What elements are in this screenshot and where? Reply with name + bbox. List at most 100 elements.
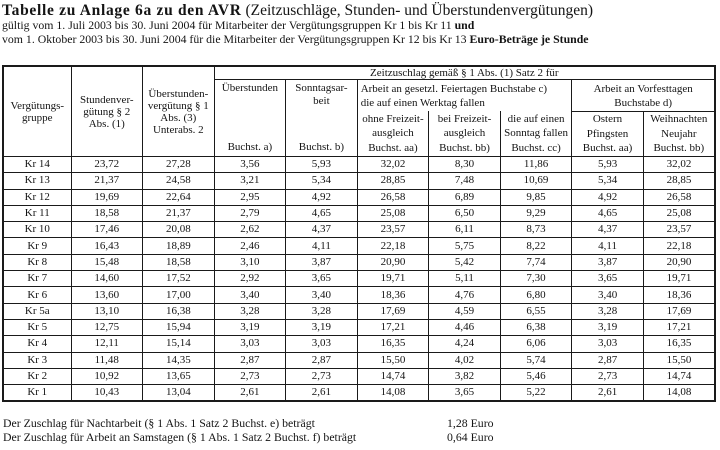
validity-line-1: gültig vom 1. Juli 2003 bis 30. Juni 200…: [2, 18, 720, 33]
value-cell: 2,61: [571, 384, 644, 402]
value-cell: 2,87: [213, 351, 287, 369]
value-cell: 3,19: [213, 318, 287, 337]
value-cell: 21,37: [142, 204, 215, 223]
header-feiertage-sonntag: die auf einen Sonntag fallen Buchst. cc): [499, 111, 571, 156]
value-cell: 4,92: [285, 188, 358, 206]
value-cell: 15,14: [142, 335, 215, 353]
value-cell: 17,00: [142, 286, 215, 304]
value-cell: 11,86: [499, 155, 573, 174]
rates-table-body: Kr 14 23,72 27,28 3,56 5,93 32,02 8,30 11,86 5,9…: [2, 155, 716, 402]
value-cell: 3,03: [571, 335, 644, 353]
value-cell: 4,11: [285, 237, 358, 255]
value-cell: 12,11: [70, 335, 144, 353]
value-cell: 14,08: [642, 384, 716, 402]
value-cell: 4,11: [571, 237, 644, 255]
group-cell: Kr 5: [2, 318, 72, 337]
value-cell: 7,74: [499, 253, 573, 272]
group-cell: Kr 12: [2, 188, 72, 206]
value-cell: 16,38: [142, 302, 215, 320]
validity-line-2: vom 1. Oktober 2003 bis 30. Juni 2004 fü…: [2, 31, 720, 47]
value-cell: 6,80: [499, 286, 573, 304]
table-row: Kr 5a 13,10 16,38 3,28 3,28 17,69 4,59 6,55 3,28…: [2, 302, 716, 320]
value-cell: 28,85: [642, 172, 716, 190]
value-cell: 18,36: [642, 286, 716, 304]
value-cell: 5,46: [499, 367, 573, 386]
value-cell: 18,58: [70, 204, 144, 223]
validity-line-2-text: vom 1. Oktober 2003 bis 30. Juni 2004 fü…: [2, 31, 470, 46]
value-cell: 15,50: [642, 351, 716, 369]
header-feiertage-bei-freizeitausgleich: bei Freizeit- ausgleich Buchst. bb): [428, 111, 500, 156]
group-cell: Kr 13: [2, 172, 72, 190]
value-cell: 22,64: [142, 188, 215, 206]
value-cell: 2,87: [285, 351, 358, 369]
value-cell: 15,94: [142, 318, 215, 337]
value-cell: 4,02: [428, 351, 501, 369]
value-cell: 10,69: [499, 172, 573, 190]
value-cell: 15,50: [356, 351, 430, 369]
value-cell: 3,19: [285, 318, 358, 337]
value-cell: 12,75: [70, 318, 144, 337]
value-cell: 2,73: [285, 367, 358, 386]
value-cell: 5,75: [428, 237, 501, 255]
header-vorfesttage-ostern-pfingsten: Ostern Pfingsten Buchst. aa): [582, 113, 633, 155]
value-cell: 4,65: [571, 204, 644, 223]
value-cell: 6,38: [499, 318, 573, 337]
value-cell: 5,34: [571, 172, 644, 190]
value-cell: 15,48: [70, 253, 144, 272]
value-cell: 20,08: [142, 221, 215, 239]
value-cell: 16,43: [70, 237, 144, 255]
table-row: Kr 6 13,60 17,00 3,40 3,40 18,36 4,76 6,80 3,40 1…: [2, 286, 716, 304]
group-cell: Kr 10: [2, 221, 72, 239]
validity-line-1-text: gültig vom 1. Juli 2003 bis 30. Juni 200…: [2, 18, 455, 32]
group-cell: Kr 7: [2, 270, 72, 288]
value-cell: 19,69: [70, 188, 144, 206]
page-title-regular: (Zeitzuschläge, Stunden- und Überstunden…: [241, 2, 593, 19]
value-cell: 5,11: [428, 270, 501, 288]
value-cell: 3,28: [285, 302, 358, 320]
header-vorfesttage-weihnachten-neujahr: Weihnachten Neujahr Buchst. bb): [642, 112, 714, 156]
value-cell: 32,02: [356, 155, 430, 174]
value-cell: 3,28: [213, 302, 287, 320]
value-cell: 4,76: [428, 286, 501, 304]
value-cell: 14,35: [142, 351, 215, 369]
group-cell: Kr 3: [2, 351, 72, 369]
footer-notes: Der Zuschlag für Nachtarbeit (§ 1 Abs. 1…: [3, 416, 720, 445]
group-cell: Kr 9: [2, 237, 72, 255]
header-vorfesttage-label: Arbeit an Vorfesttagen Buchstabe d): [593, 82, 693, 109]
group-cell: Kr 4: [2, 335, 72, 353]
header-sonntagsarbeit: Sonntagsar- beit Buchst. b): [285, 79, 358, 157]
rates-table: Vergütungs- gruppe Stundenver- gütung § …: [2, 65, 716, 402]
value-cell: 11,48: [70, 351, 144, 369]
value-cell: 17,52: [142, 270, 215, 288]
value-cell: 2,73: [213, 367, 287, 386]
value-cell: 2,79: [213, 204, 287, 223]
header-ueberstunden: Überstunden Buchst. a): [213, 79, 287, 157]
value-cell: 19,71: [642, 270, 716, 288]
group-cell: Kr 6: [2, 286, 72, 304]
value-cell: 2,61: [285, 384, 358, 402]
header-feiertage-label: Arbeit an gesetzl. Feiertagen Buchstabe …: [360, 82, 547, 109]
footer-note-samstag-label: Der Zuschlag für Arbeit an Samstagen (§ …: [3, 430, 357, 445]
group-cell: Kr 1: [2, 384, 72, 402]
value-cell: 5,42: [428, 253, 501, 272]
value-cell: 13,65: [142, 367, 215, 386]
footer-note-nachtarbeit-label: Der Zuschlag für Nachtarbeit (§ 1 Abs. 1…: [3, 415, 315, 430]
footer-note-nachtarbeit: Der Zuschlag für Nachtarbeit (§ 1 Abs. 1…: [3, 416, 720, 431]
table-row: Kr 8 15,48 18,58 3,10 3,87 20,90 5,42 7,74 3,87 2…: [2, 253, 716, 272]
value-cell: 5,74: [499, 351, 573, 369]
value-cell: 4,46: [428, 318, 501, 337]
value-cell: 3,56: [213, 155, 287, 174]
value-cell: 3,87: [571, 253, 644, 272]
value-cell: 17,21: [642, 318, 716, 337]
value-cell: 14,74: [356, 367, 430, 386]
value-cell: 23,72: [70, 155, 144, 174]
value-cell: 4,37: [285, 221, 358, 239]
value-cell: 9,29: [499, 204, 573, 223]
value-cell: 4,37: [571, 221, 644, 239]
footer-note-samstag-value: 0,64 Euro: [447, 430, 494, 445]
value-cell: 13,10: [70, 302, 144, 320]
rates-table-header: Vergütungs- gruppe Stundenver- gütung § …: [2, 65, 716, 157]
footer-note-samstag: Der Zuschlag für Arbeit an Samstagen (§ …: [3, 430, 720, 445]
value-cell: 3,03: [285, 335, 358, 353]
